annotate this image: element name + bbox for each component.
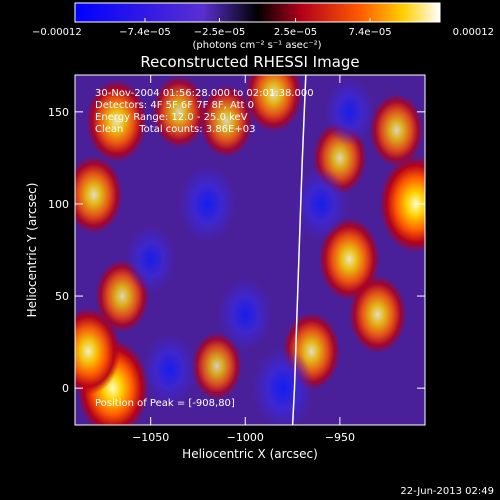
positive-emission-blob	[75, 307, 121, 395]
negative-flux-blob	[294, 167, 348, 241]
positive-emission-blob	[152, 75, 206, 149]
positive-emission-blob	[191, 332, 242, 400]
colorbar-tick-label: 7.4e−05	[348, 27, 391, 38]
colorbar-ticks: −0.00012 −7.4e−05 −2.5e−05 2.5e−05 7.4e−05 0.…	[32, 18, 494, 38]
positive-emission-blob	[199, 84, 254, 158]
colorbar-tick-label: −0.00012	[32, 27, 82, 38]
colorbar-tick-label: 2.5e−05	[274, 27, 317, 38]
y-tick-label: 50	[55, 290, 69, 303]
x-tick-label: −950	[325, 431, 355, 444]
x-axis-label: Heliocentric X (arcsec)	[182, 447, 318, 461]
annotation-time-range: 30-Nov-2004 01:56:28.000 to 02:01:38.000	[95, 88, 314, 99]
positive-emission-blob	[349, 275, 407, 354]
footer-date: 22-Jun-2013 02:49	[400, 486, 494, 497]
y-tick-label: 0	[62, 382, 69, 395]
colorbar-tick-label: −2.5e−05	[194, 27, 246, 38]
positive-emission-blob	[86, 79, 148, 163]
positive-emission-blob	[244, 75, 303, 133]
negative-flux-blob	[142, 333, 197, 406]
positive-emission-blob	[75, 156, 123, 234]
negative-flux-blob	[218, 278, 273, 351]
positive-emission-blob	[379, 155, 425, 253]
y-tick-label: 150	[48, 106, 69, 119]
x-tick-label: −1000	[227, 431, 264, 444]
axis-ticks: −1050 −1000 −950 0 50 100 150	[48, 75, 425, 444]
negative-flux-blob	[252, 346, 314, 425]
y-tick-label: 100	[48, 198, 69, 211]
colorbar	[74, 2, 441, 23]
colorbar-unit-label: (photons cm⁻² s⁻¹ asec⁻²)	[192, 40, 321, 51]
colorbar-tick-label: 0.00012	[453, 27, 494, 38]
chart-title: Reconstructed RHESSI Image	[140, 53, 359, 71]
annotation-detectors: Detectors: 4F 5F 6F 7F 8F, Att 0	[95, 100, 254, 111]
colorbar-tick-label: −7.4e−05	[119, 27, 171, 38]
plot-area	[75, 75, 425, 425]
negative-flux-blob	[324, 78, 375, 146]
annotation-method-counts: Clean Total counts: 3.86E+03	[95, 124, 255, 135]
plot-frame	[74, 74, 426, 426]
x-tick-label: −1050	[132, 431, 169, 444]
negative-flux-blob	[178, 165, 237, 243]
annotation-energy: Energy Range: 12.0 - 25.0 keV	[95, 112, 248, 123]
annotation-peak-position: Position of Peak = [-908,80]	[95, 398, 235, 409]
negative-flux-blob	[125, 225, 176, 293]
positive-emission-blob	[318, 218, 380, 301]
y-axis-label: Heliocentric Y (arcsec)	[25, 183, 39, 318]
solar-limb-curve	[291, 75, 307, 425]
positive-emission-blob	[369, 94, 424, 167]
heatmap-blobs	[75, 75, 425, 425]
annotation-block: 30-Nov-2004 01:56:28.000 to 02:01:38.000…	[95, 88, 314, 135]
